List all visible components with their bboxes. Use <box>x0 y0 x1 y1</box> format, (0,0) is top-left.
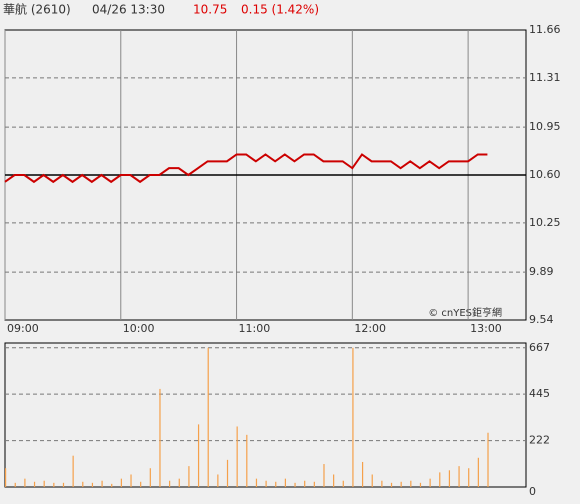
volume-bar <box>477 457 479 487</box>
volume-bar <box>390 482 393 487</box>
volume-bar <box>342 480 344 487</box>
y-tick-label: 10.25 <box>529 216 561 229</box>
volume-bar <box>439 472 441 487</box>
volume-bar <box>43 480 45 487</box>
price-change: 0.15 (1.42%) <box>241 3 319 17</box>
quote-time: 04/26 13:30 <box>92 3 165 17</box>
volume-bar <box>188 466 190 487</box>
volume-bar <box>178 478 180 487</box>
volume-bar <box>72 455 74 487</box>
y-tick-label: 10.60 <box>529 168 561 181</box>
volume-bar <box>236 426 238 487</box>
x-tick-label: 11:00 <box>239 322 271 335</box>
volume-bar <box>458 466 460 487</box>
volume-bar <box>333 474 335 487</box>
volume-bar <box>130 474 132 487</box>
volume-bar <box>159 388 161 487</box>
x-tick-label: 13:00 <box>470 322 502 335</box>
x-tick-label: 09:00 <box>7 322 39 335</box>
volume-bar <box>410 480 412 487</box>
volume-bar <box>487 432 489 487</box>
x-tick-label: 12:00 <box>354 322 386 335</box>
volume-bar <box>323 464 325 487</box>
y-tick-label: 11.66 <box>529 23 561 36</box>
volume-bar <box>313 481 315 487</box>
volume-bar <box>226 459 229 487</box>
volume-bar <box>101 480 103 487</box>
price-line <box>4 153 488 184</box>
volume-bar <box>197 424 200 487</box>
y-tick-label: 9.89 <box>529 265 554 278</box>
volume-bar <box>275 481 277 487</box>
volume-bar <box>371 474 373 487</box>
volume-bar <box>246 434 248 487</box>
volume-bar <box>361 461 364 487</box>
volume-bar <box>5 468 7 487</box>
last-price: 10.75 <box>193 3 227 17</box>
volume-bar <box>24 478 26 487</box>
watermark: © cnYES鉅亨網 <box>428 306 502 319</box>
volume-bar <box>468 468 470 487</box>
x-tick-label: 10:00 <box>123 322 155 335</box>
volume-bar <box>207 347 209 487</box>
volume-bar <box>255 478 258 487</box>
y-tick-label: 0 <box>529 485 536 498</box>
volume-bar <box>352 347 354 487</box>
volume-bar <box>381 480 383 487</box>
volume-bar <box>82 481 84 487</box>
volume-bar <box>294 482 296 487</box>
volume-bar <box>217 474 219 487</box>
volume-bar <box>448 470 451 487</box>
y-tick-label: 11.31 <box>529 71 561 84</box>
volume-bar <box>120 478 122 487</box>
volume-bar <box>111 483 113 487</box>
volume-bar <box>419 482 422 487</box>
volume-bar <box>400 481 402 487</box>
volume-bar <box>429 478 431 487</box>
volume-bar <box>91 482 94 487</box>
volume-bar <box>53 482 55 487</box>
volume-bar <box>169 480 171 487</box>
volume-bar <box>284 478 286 487</box>
volume-bar <box>140 481 142 487</box>
volume-bar <box>265 480 267 487</box>
y-tick-label: 9.54 <box>529 313 554 326</box>
volume-bar <box>14 482 16 487</box>
volume-bar <box>149 468 151 487</box>
volume-bar <box>33 481 36 487</box>
y-tick-label: 445 <box>529 387 550 400</box>
stock-name: 華航 (2610) <box>3 2 71 17</box>
y-tick-label: 667 <box>529 341 550 354</box>
y-tick-label: 222 <box>529 434 550 447</box>
volume-panel <box>4 342 527 488</box>
volume-bar <box>62 482 65 487</box>
y-tick-label: 10.95 <box>529 120 561 133</box>
volume-bar <box>304 480 306 487</box>
